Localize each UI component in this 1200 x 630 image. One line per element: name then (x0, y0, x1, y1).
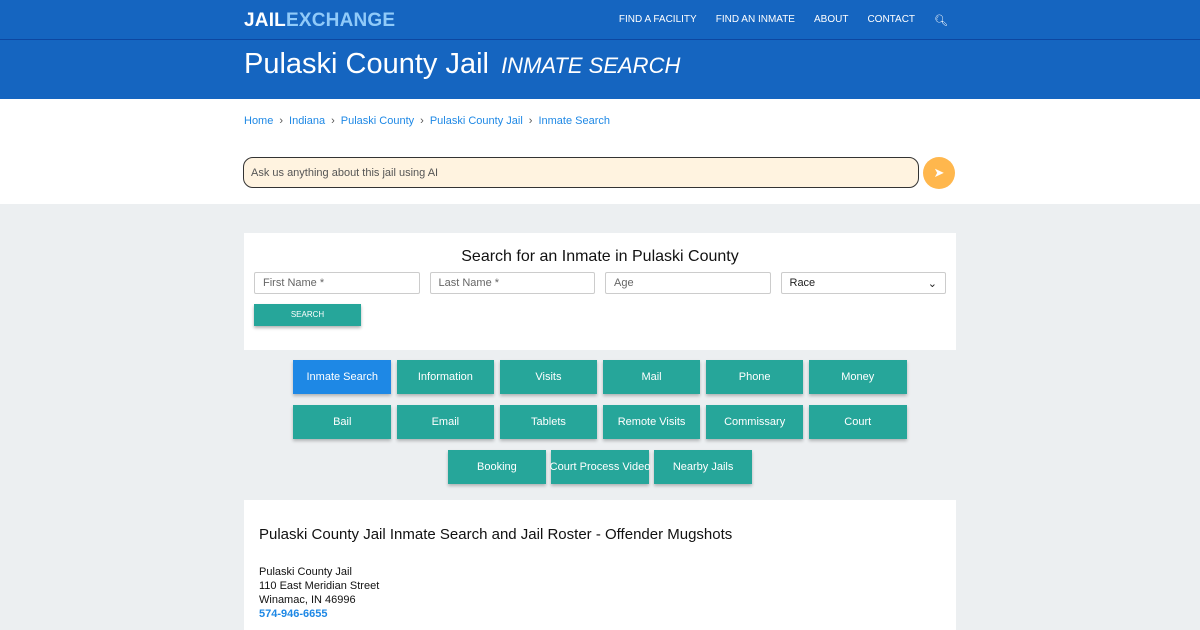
crumb-state[interactable]: Indiana (289, 115, 326, 127)
last-name-input[interactable]: Last Name * (429, 272, 595, 294)
chevron-right-icon: › (528, 115, 533, 127)
age-input[interactable]: Age (605, 272, 771, 294)
chevron-down-icon: ⌄ (927, 278, 937, 290)
chevron-right-icon: › (331, 115, 335, 127)
header: JAILEXCHANGE FIND A FACILITY FIND AN INM… (0, 0, 1200, 99)
search-icon[interactable]: 🔍︎ (934, 15, 948, 27)
nav-find-facility[interactable]: FIND A FACILITY (618, 14, 697, 25)
placeholder: Last Name * (438, 277, 500, 289)
jail-name: Pulaski County Jail (259, 566, 352, 578)
btn-court-process-video[interactable]: Court Process Video (550, 450, 650, 484)
btn-visits[interactable]: Visits (499, 360, 598, 394)
jail-street: 110 East Meridian Street (259, 580, 380, 592)
btn-remote-visits[interactable]: Remote Visits (602, 405, 701, 439)
race-select[interactable]: Race ⌄ (780, 272, 946, 294)
crumb-jail[interactable]: Pulaski County Jail (429, 115, 523, 127)
btn-nearby-jails[interactable]: Nearby Jails (654, 450, 752, 484)
title-subtitle: INMATE SEARCH (501, 53, 681, 78)
first-name-input[interactable]: First Name * (254, 272, 420, 294)
logo-part: JAIL (244, 10, 286, 31)
nav-find-inmate[interactable]: FIND AN INMATE (715, 14, 795, 25)
crumb-current[interactable]: Inmate Search (538, 115, 610, 127)
btn-bail[interactable]: Bail (293, 405, 392, 439)
btn-tablets[interactable]: Tablets (499, 405, 598, 439)
intro-section: Home › Indiana › Pulaski County › Pulaski C… (0, 99, 1200, 204)
inmate-search-card: Search for an Inmate in Pulaski County F… (244, 233, 956, 350)
navbar: JAILEXCHANGE FIND A FACILITY FIND AN INM… (0, 0, 1200, 40)
selected-value: Race (789, 277, 816, 289)
btn-information[interactable]: Information (396, 360, 495, 394)
btn-court[interactable]: Court (808, 405, 907, 439)
btn-booking[interactable]: Booking (448, 450, 546, 484)
chevron-right-icon: › (279, 115, 284, 127)
search-button[interactable]: SEARCH (254, 304, 361, 326)
send-icon[interactable]: ➤ (923, 157, 955, 189)
breadcrumb: Home › Indiana › Pulaski County › Pulaski C… (244, 115, 610, 127)
logo[interactable]: JAILEXCHANGE (244, 10, 395, 32)
crumb-home[interactable]: Home (244, 115, 274, 127)
page-title: Pulaski County Jail INMATE SEARCH (244, 48, 680, 81)
btn-mail[interactable]: Mail (602, 360, 701, 394)
btn-inmate-search[interactable]: Inmate Search (293, 360, 392, 394)
jail-city: Winamac, IN 46996 (259, 594, 356, 606)
btn-money[interactable]: Money (808, 360, 907, 394)
crumb-county[interactable]: Pulaski County (340, 115, 415, 127)
placeholder: First Name * (263, 277, 325, 289)
search-title: Search for an Inmate in Pulaski County (461, 248, 739, 265)
title-text: Pulaski County Jail (244, 48, 489, 80)
jail-phone-link[interactable]: 574-946-6655 (259, 608, 328, 620)
btn-commissary[interactable]: Commissary (705, 405, 804, 439)
content-card: Pulaski County Jail Inmate Search and Ja… (244, 500, 956, 630)
nav-about[interactable]: ABOUT (813, 14, 849, 25)
btn-email[interactable]: Email (396, 405, 495, 439)
nav-contact[interactable]: CONTACT (867, 14, 916, 25)
section-buttons: Inmate Search Information Visits Mail Ph… (244, 360, 956, 484)
content-heading: Pulaski County Jail Inmate Search and Ja… (259, 526, 733, 543)
logo-part: EXCHANGE (285, 10, 396, 31)
btn-phone[interactable]: Phone (705, 360, 804, 394)
placeholder: Age (614, 277, 634, 289)
chevron-right-icon: › (420, 115, 424, 127)
ai-question-input[interactable]: Ask us anything about this jail using AI (243, 157, 919, 188)
